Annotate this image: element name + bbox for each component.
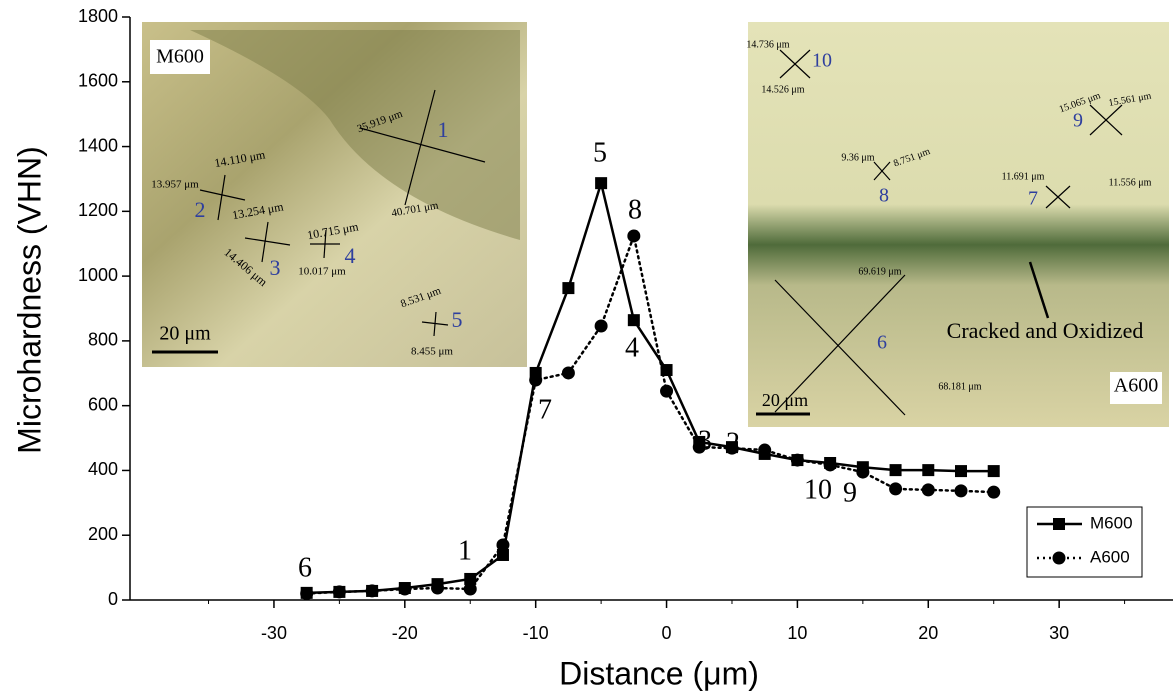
y-tick-label: 1400: [78, 135, 118, 155]
inset-label-box: [1110, 372, 1162, 404]
x-tick-label: 30: [1049, 623, 1069, 643]
series-line: [305, 178, 995, 595]
marker: [398, 582, 412, 596]
y-tick-label: 1200: [78, 200, 118, 220]
legend-label: A600: [1090, 547, 1130, 566]
x-tick-label: -20: [392, 623, 418, 643]
x-axis-title: Distance (μm): [559, 655, 759, 691]
marker: [660, 384, 674, 398]
marker: [594, 319, 608, 333]
inset-text: 20 μm: [762, 390, 808, 410]
marker: [725, 441, 739, 455]
y-tick-label: 1600: [78, 71, 118, 91]
marker: [529, 373, 543, 387]
marker: [954, 465, 967, 478]
marker: [496, 538, 510, 552]
inset-text: 10: [812, 50, 832, 72]
marker: [464, 572, 477, 585]
point-label: 1: [458, 535, 472, 566]
legend-marker: [1052, 551, 1066, 565]
inset-text: A600: [1114, 375, 1158, 397]
y-tick-label: 1800: [78, 6, 118, 26]
inset-text: 20 μm: [159, 323, 211, 345]
marker: [987, 485, 1001, 499]
point-label: 2: [726, 427, 740, 458]
inset-text: 1: [438, 117, 449, 142]
marker: [922, 464, 935, 477]
marker: [627, 229, 641, 243]
point-label: 10: [804, 474, 832, 505]
marker: [856, 465, 870, 479]
inset-text: 7: [1028, 188, 1038, 210]
marker: [790, 453, 804, 467]
marker: [823, 458, 837, 472]
inset-text: Cracked and Oxidized: [947, 318, 1144, 343]
marker: [889, 482, 903, 496]
inset-text: 11.556 μm: [1109, 177, 1152, 188]
marker: [954, 484, 968, 498]
inset-text: 5: [452, 307, 463, 332]
indent-marks: [152, 49, 1123, 416]
inset-text: 3: [270, 255, 281, 280]
x-tick-label: -30: [261, 623, 287, 643]
inset-text: 8.455 μm: [411, 346, 453, 358]
marker: [562, 282, 575, 295]
inset-text: 13.957 μm: [151, 179, 199, 191]
marker: [365, 584, 379, 598]
inset-text: M600: [156, 46, 204, 68]
y-axis-title: Microhardness (VHN): [11, 146, 47, 454]
inset-text: 6: [877, 332, 887, 354]
inset-text: 9.36 μm: [841, 152, 874, 163]
y-tick-label: 400: [88, 459, 118, 479]
legend-label: M600: [1090, 513, 1133, 532]
marker: [300, 587, 314, 601]
marker: [627, 314, 640, 327]
inset-text: 11.691 μm: [1002, 171, 1045, 182]
y-tick-label: 0: [108, 589, 118, 609]
marker: [987, 465, 1000, 478]
inset-text: 8: [879, 185, 889, 207]
inset-text: 14.736 μm: [746, 39, 789, 50]
y-tick-label: 800: [88, 330, 118, 350]
x-tick-label: 20: [918, 623, 938, 643]
point-label: 4: [625, 332, 639, 363]
y-tick-label: 200: [88, 524, 118, 544]
x-tick-label: -10: [523, 623, 549, 643]
marker: [889, 464, 902, 477]
series-line: [305, 231, 995, 595]
legend-box: [1026, 506, 1143, 578]
inset-text: 9: [1073, 110, 1083, 132]
marker: [496, 548, 509, 561]
inset-text: 69.619 μm: [858, 266, 901, 277]
inset-image: [748, 22, 1169, 427]
marker: [692, 440, 706, 454]
inset-text: 2: [195, 197, 206, 222]
x-tick-label: 0: [662, 623, 672, 643]
y-tick-label: 600: [88, 394, 118, 414]
marker: [332, 585, 346, 599]
inset-label-box: [150, 40, 210, 74]
inset-text: 14.526 μm: [761, 84, 804, 95]
marker: [463, 582, 477, 596]
marker: [921, 483, 935, 497]
point-label: 5: [593, 137, 607, 168]
point-label: 8: [628, 194, 642, 225]
inset-text: 4: [345, 243, 356, 268]
legend-marker: [1053, 518, 1065, 530]
marker: [758, 443, 772, 457]
inset-texture: [190, 30, 520, 240]
point-label: 7: [538, 394, 552, 425]
point-label: 9: [843, 477, 857, 508]
inset-text: 10.017 μm: [298, 266, 346, 278]
marker: [595, 177, 608, 190]
inset-text: 68.181 μm: [938, 381, 981, 392]
marker: [431, 581, 445, 595]
marker: [561, 366, 575, 380]
x-tick-label: 10: [787, 623, 807, 643]
point-label: 3: [698, 425, 712, 456]
point-label: 6: [298, 552, 312, 583]
y-tick-label: 1000: [78, 265, 118, 285]
